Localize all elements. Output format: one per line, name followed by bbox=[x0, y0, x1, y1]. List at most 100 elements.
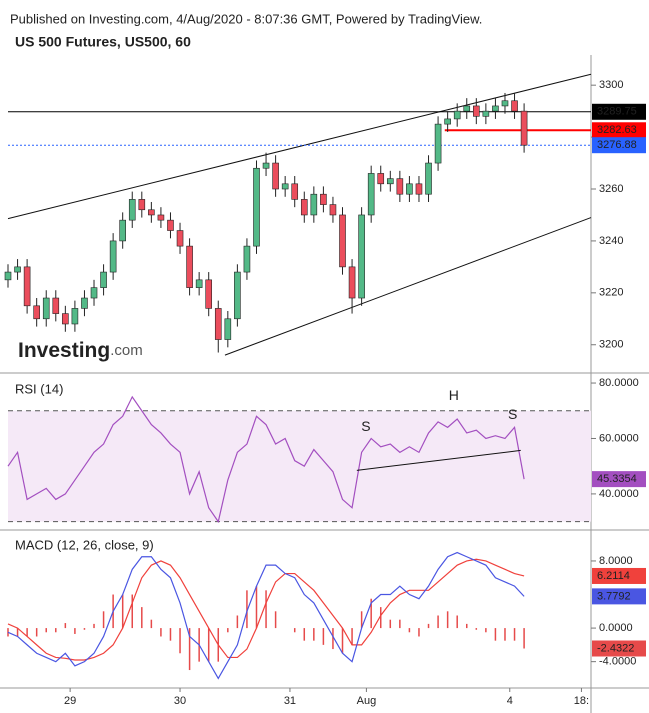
candle-body bbox=[434, 123, 442, 164]
candle-body bbox=[511, 100, 518, 112]
y-tick-label: 60.0000 bbox=[599, 432, 639, 444]
y-tick-label: 3220 bbox=[599, 287, 623, 299]
histogram-bar bbox=[456, 615, 458, 629]
candle-body bbox=[109, 240, 117, 273]
indicator-line bbox=[7, 558, 525, 661]
candle-body bbox=[205, 279, 213, 309]
histogram-bar bbox=[45, 628, 47, 633]
x-tick-label: 31 bbox=[284, 695, 296, 707]
y-tick-label: 40.0000 bbox=[599, 488, 639, 500]
histogram-bar bbox=[35, 628, 38, 637]
candle-body bbox=[195, 279, 203, 288]
rsi-band bbox=[8, 410, 591, 522]
candle-body bbox=[138, 199, 146, 211]
histogram-bar bbox=[131, 594, 133, 629]
candle-body bbox=[23, 266, 31, 307]
histogram-bar bbox=[293, 628, 296, 633]
candle-body bbox=[281, 183, 289, 190]
histogram-bar bbox=[179, 628, 181, 654]
histogram-bar bbox=[74, 628, 76, 634]
candle-body bbox=[406, 183, 413, 195]
histogram-bar bbox=[427, 623, 430, 629]
candle-body bbox=[358, 214, 365, 299]
x-tick-label: 4 bbox=[507, 695, 513, 707]
value-box-label: 3282.63 bbox=[597, 124, 637, 136]
y-tick-label: 3260 bbox=[599, 183, 623, 195]
candle-body bbox=[300, 199, 308, 216]
histogram-bar bbox=[207, 628, 210, 662]
candle-body bbox=[243, 245, 251, 273]
candle-body bbox=[463, 105, 471, 112]
candle-body bbox=[386, 178, 394, 185]
histogram-bar bbox=[389, 619, 392, 629]
annotation: H bbox=[449, 387, 459, 403]
published-note: Published on Investing.com, 4/Aug/2020 -… bbox=[10, 11, 482, 26]
value-box-label: 3289.75 bbox=[597, 106, 637, 118]
candle-body bbox=[329, 204, 337, 216]
histogram-bar bbox=[160, 628, 162, 637]
annotation: S bbox=[508, 406, 517, 422]
logo-suffix: .com bbox=[110, 342, 143, 359]
trend-line bbox=[224, 217, 592, 356]
candle-body bbox=[310, 193, 318, 216]
candle-body bbox=[453, 110, 461, 120]
panel-title: RSI (14) bbox=[15, 381, 63, 396]
candle-body bbox=[81, 297, 88, 309]
candle-body bbox=[90, 287, 98, 299]
x-tick-label: 29 bbox=[64, 695, 76, 707]
y-tick-label: 3300 bbox=[599, 79, 623, 91]
histogram-bar bbox=[504, 628, 506, 641]
value-box bbox=[592, 137, 646, 154]
annotation: S bbox=[361, 418, 370, 434]
trend-line bbox=[356, 449, 521, 471]
candle-body bbox=[520, 110, 528, 146]
candle-body bbox=[377, 173, 385, 185]
histogram-bar bbox=[303, 628, 306, 641]
histogram-bar bbox=[418, 628, 420, 637]
histogram-bar bbox=[141, 607, 143, 629]
y-tick-label: 3200 bbox=[599, 339, 623, 351]
candle-body bbox=[71, 308, 79, 325]
histogram-bar bbox=[475, 628, 478, 630]
candle-body bbox=[148, 209, 155, 216]
value-box bbox=[592, 567, 646, 584]
value-box-label: -2.4322 bbox=[597, 642, 634, 654]
histogram-bar bbox=[494, 628, 497, 641]
histogram-bar bbox=[55, 628, 57, 633]
histogram-bar bbox=[265, 590, 267, 629]
y-tick-label: 3240 bbox=[599, 235, 623, 247]
histogram-bar bbox=[64, 623, 67, 629]
candle-body bbox=[214, 308, 222, 340]
candle-body bbox=[42, 297, 50, 320]
value-box bbox=[592, 122, 646, 139]
histogram-bar bbox=[322, 628, 325, 645]
candle-body bbox=[367, 173, 375, 216]
candle-body bbox=[339, 214, 346, 268]
value-box-label: 3276.88 bbox=[597, 139, 637, 151]
candle-body bbox=[262, 162, 270, 169]
candle-body bbox=[33, 305, 40, 320]
value-box-label: 3.7792 bbox=[597, 590, 631, 602]
candle-body bbox=[501, 100, 509, 107]
candle-body bbox=[482, 110, 490, 117]
y-tick-label: 80.0000 bbox=[599, 377, 639, 389]
candle-body bbox=[4, 271, 12, 281]
candle-body bbox=[473, 105, 480, 117]
candle-body bbox=[291, 183, 299, 200]
logo-name: Investing bbox=[18, 339, 110, 362]
logo: Investing.com bbox=[18, 339, 143, 362]
y-tick-label: -4.0000 bbox=[599, 656, 636, 668]
histogram-bar bbox=[370, 598, 372, 629]
value-box bbox=[592, 588, 646, 605]
value-box-label: 45.3354 bbox=[597, 473, 637, 485]
candle-body bbox=[52, 297, 60, 314]
histogram-bar bbox=[188, 628, 191, 671]
candle-body bbox=[415, 183, 423, 195]
value-box bbox=[592, 471, 646, 488]
histogram-bar bbox=[437, 615, 439, 629]
x-tick-label: 30 bbox=[174, 695, 186, 707]
candle-body bbox=[100, 271, 107, 288]
histogram-bar bbox=[379, 607, 382, 629]
histogram-bar bbox=[360, 611, 363, 629]
